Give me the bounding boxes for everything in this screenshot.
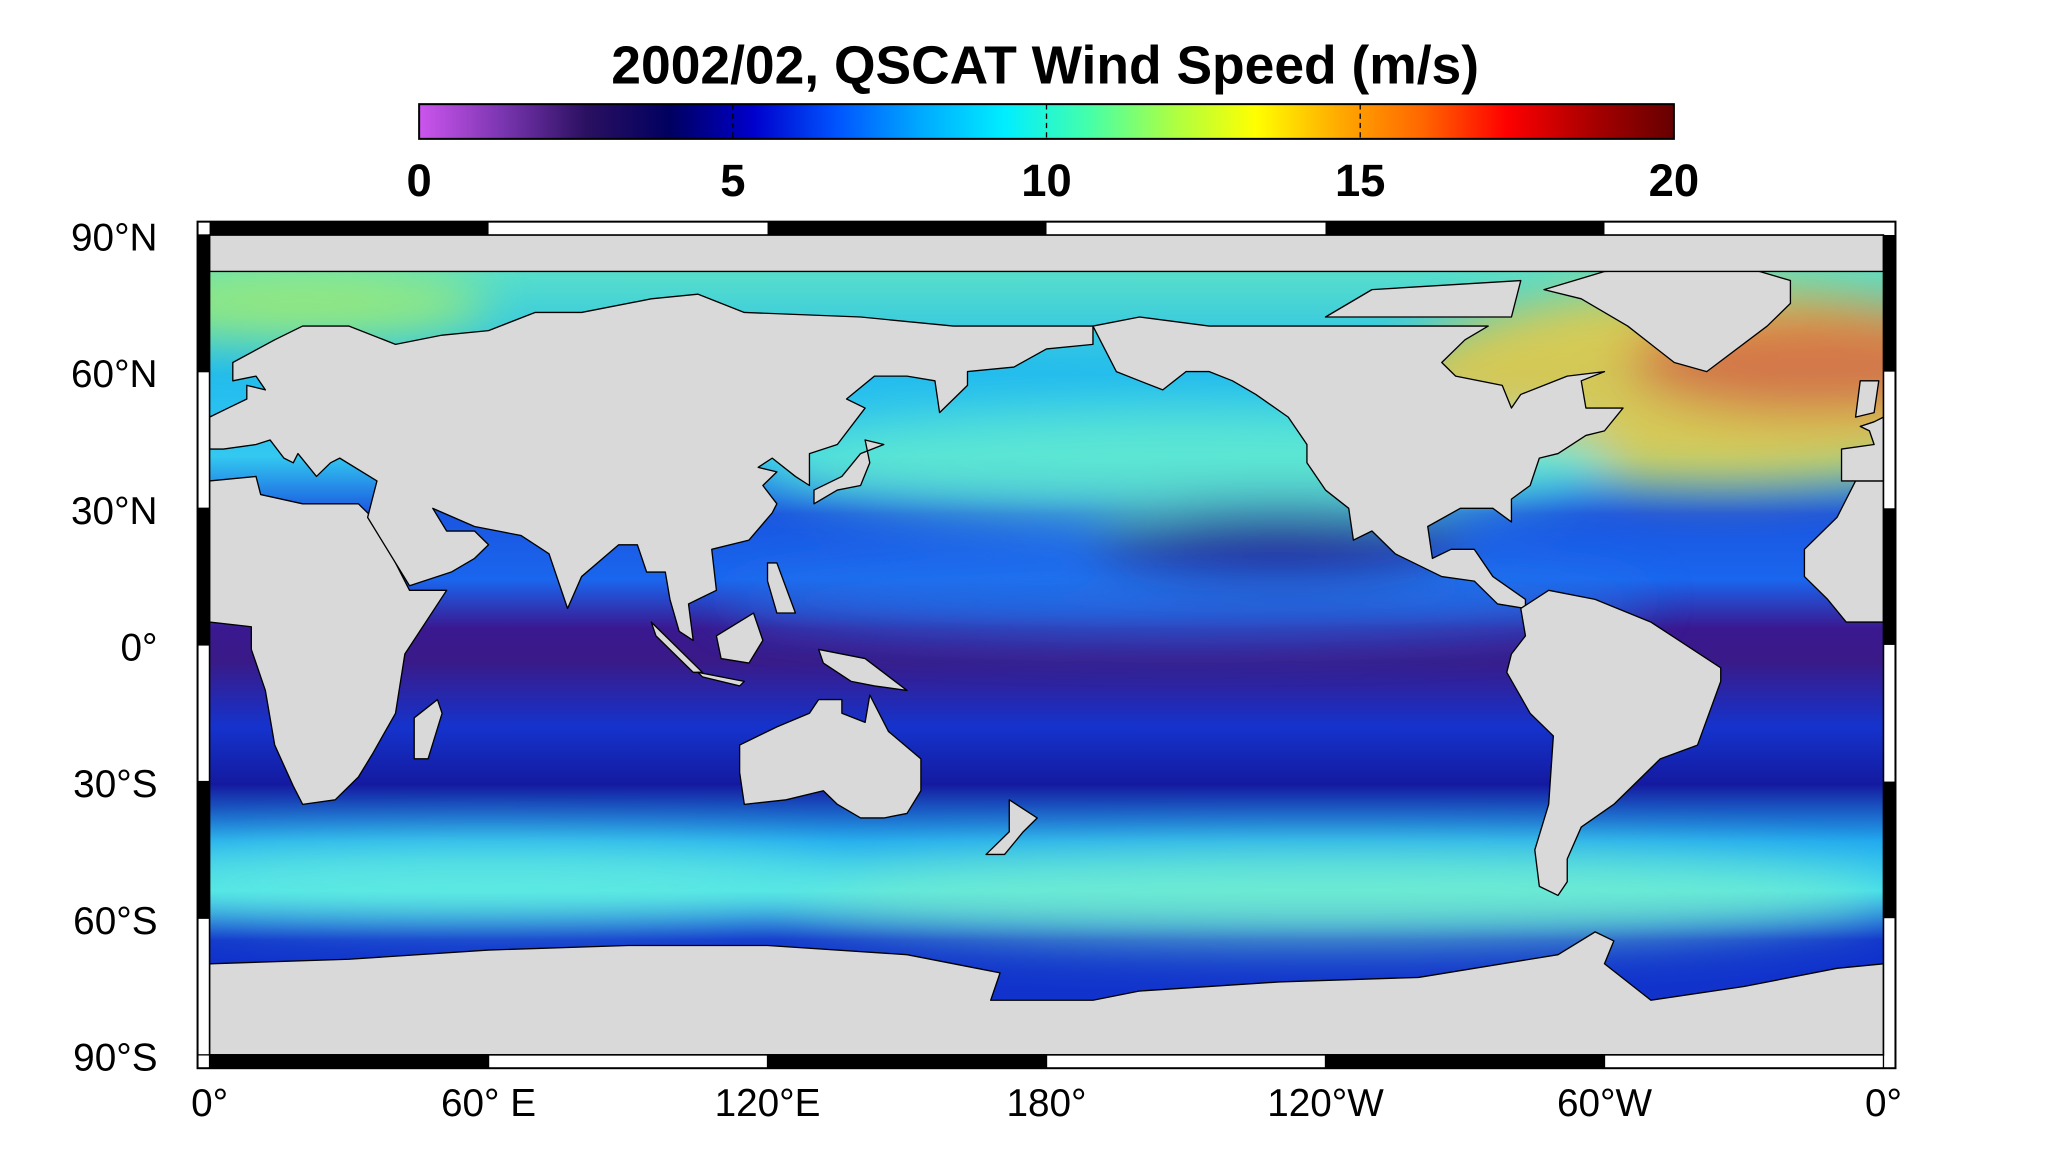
wind-patch [765,850,1884,941]
land [1506,589,1722,897]
lat-tick-label: 90°N [71,217,157,260]
lon-tick-label: 180° [1006,1082,1086,1125]
land [985,799,1038,856]
frame-segment [1883,235,1896,372]
land [813,439,885,505]
frame-segment [209,1054,489,1069]
frame-segment [197,235,210,372]
land [766,562,797,614]
lon-tick-label: 0° [1865,1082,1902,1125]
land [1803,480,1884,623]
colorbar-tick-label: 0 [407,155,432,206]
frame-segment [1883,508,1896,645]
colorbar-tick-label: 20 [1649,155,1699,206]
land [1854,380,1880,418]
frame-segment [767,1054,1047,1069]
land [650,621,704,673]
frame-segment [767,221,1047,236]
colorbar-tick-label: 15 [1335,155,1385,206]
land [209,235,1884,273]
wind-patch [718,563,1654,636]
frame-segment [197,508,210,645]
lon-tick-label: 120°W [1267,1082,1384,1125]
lat-tick-label: 60°S [73,900,157,943]
frame-segment [197,781,210,919]
lat-tick-label: 30°S [73,763,157,806]
frame-segment [1325,1054,1605,1069]
lon-tick-label: 120°E [715,1082,821,1125]
lat-tick-label: 60°N [71,353,157,396]
lat-tick-label: 90°S [73,1036,157,1079]
frame-segment [209,221,489,236]
lon-tick-label: 60° E [441,1082,536,1125]
lon-tick-label: 0° [191,1082,228,1125]
map-area [209,235,1884,1055]
wind-patch [209,267,490,340]
land [1840,416,1884,482]
land [715,612,764,664]
colorbar-tick-label: 5 [720,155,745,206]
land [1092,316,1624,610]
land [209,475,448,806]
land [413,698,443,760]
title: 2002/02, QSCAT Wind Speed (m/s) [611,37,1479,96]
frame-segment [1325,221,1605,236]
land [817,648,908,692]
land [738,694,922,819]
lat-tick-label: 30°N [71,490,157,533]
land [209,293,1094,642]
colorbar-tick-label: 10 [1021,155,1071,206]
wind-patch [209,845,863,919]
frame-segment [1883,781,1896,919]
lon-tick-label: 60°W [1557,1082,1653,1125]
land [1324,279,1522,318]
land [209,931,1884,1055]
land [697,671,745,687]
map: 0° 60° E 120°E 180° 120°W 60°W 0° 90°N 60°N 30°N 0… [71,217,1902,1125]
lat-tick-label: 0° [121,626,158,669]
